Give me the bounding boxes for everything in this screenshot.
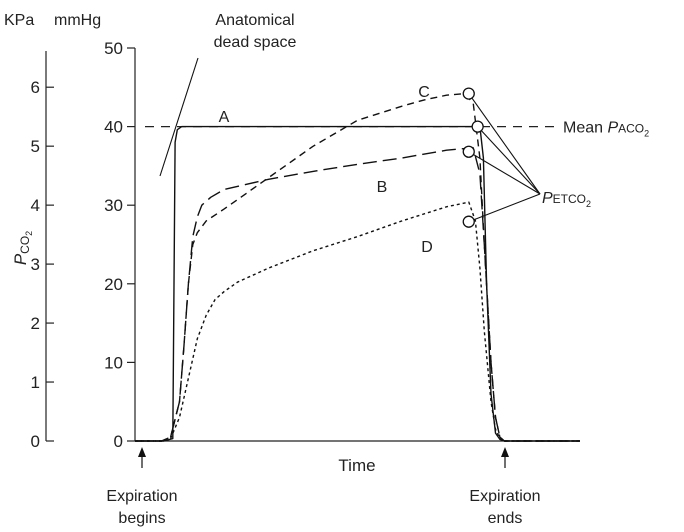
anatomical-dead-space-label: Anatomical dead space — [214, 12, 297, 51]
mean-paco2-label: Mean PACO2 — [563, 120, 649, 139]
series-labels-group: A B C D — [219, 84, 433, 256]
y-axis-title-p: P — [11, 253, 30, 265]
mean-paco2-label-text: Mean — [563, 120, 607, 137]
petco2-leader-a — [477, 126, 541, 195]
mmhg-tick-label-20: 20 — [104, 275, 123, 294]
expiration-begins-label: Expiration begins — [106, 488, 177, 527]
y-axis-title-sub2: 2 — [24, 231, 34, 236]
mmhg-tick-label-50: 50 — [104, 39, 123, 58]
begins-label-line-2: begins — [118, 510, 165, 527]
curve-a — [135, 125, 580, 442]
mmhg-tick-label-10: 10 — [104, 353, 123, 372]
petco2-marker-d — [462, 215, 475, 228]
dead-space-label-line-1: Anatomical — [215, 12, 294, 29]
petco2-leaders-group — [468, 93, 541, 223]
x-axis-title: Time — [338, 456, 375, 475]
ends-label-line-2: ends — [488, 510, 523, 527]
mmhg-unit-label: mmHg — [54, 12, 101, 29]
petco2-label-sub: ETCO — [553, 192, 586, 206]
petco2-marker-b — [462, 145, 475, 158]
kpa-tick-label-4: 4 — [31, 196, 40, 215]
y-axis-title-sub: CO — [18, 236, 32, 254]
kpa-tick-label-6: 6 — [31, 78, 40, 97]
kpa-tick-label-5: 5 — [31, 137, 40, 156]
y-axis-title: PCO2 — [11, 231, 34, 265]
curves-group — [135, 92, 580, 442]
mmhg-tick-label-40: 40 — [104, 118, 123, 137]
mean-paco2-label-p: P — [607, 120, 618, 137]
series-label-d: D — [421, 239, 433, 256]
series-label-a: A — [219, 109, 230, 126]
ends-label-line-1: Expiration — [469, 488, 540, 505]
petco2-marker-a — [471, 120, 484, 133]
curve-b — [135, 147, 580, 442]
mean-paco2-label-sub: ACO — [618, 122, 644, 136]
petco2-marker-c — [462, 87, 475, 100]
petco2-label-p: P — [542, 190, 553, 207]
kpa-tick-label-0: 0 — [31, 432, 40, 451]
mean-paco2-label-sub2: 2 — [644, 129, 649, 139]
kpa-tick-label-2: 2 — [31, 314, 40, 333]
expiration-ends-arrow — [501, 447, 509, 468]
petco2-label: PETCO2 — [542, 190, 591, 209]
mmhg-tick-label-30: 30 — [104, 196, 123, 215]
curve-c — [135, 92, 580, 442]
expiration-begins-arrow — [138, 447, 146, 468]
series-label-c: C — [418, 84, 430, 101]
petco2-markers-group — [462, 87, 484, 228]
kpa-tick-label-3: 3 — [31, 255, 40, 274]
mmhg-ticks: 0 10 20 30 40 50 — [104, 39, 135, 451]
curve-d — [135, 201, 580, 442]
petco2-leader-b — [468, 151, 541, 195]
petco2-leader-d — [468, 193, 541, 223]
petco2-label-sub2: 2 — [586, 199, 591, 209]
dead-space-leader — [159, 57, 199, 177]
begins-label-line-1: Expiration — [106, 488, 177, 505]
petco2-leader-c — [468, 93, 541, 195]
kpa-tick-label-1: 1 — [31, 373, 40, 392]
series-label-b: B — [377, 179, 388, 196]
kpa-unit-label: KPa — [4, 12, 34, 29]
expiration-ends-label: Expiration ends — [469, 488, 540, 527]
dead-space-label-line-2: dead space — [214, 34, 297, 51]
kpa-ticks: 0 1 2 3 4 5 6 — [31, 78, 54, 451]
mmhg-tick-label-0: 0 — [114, 432, 123, 451]
